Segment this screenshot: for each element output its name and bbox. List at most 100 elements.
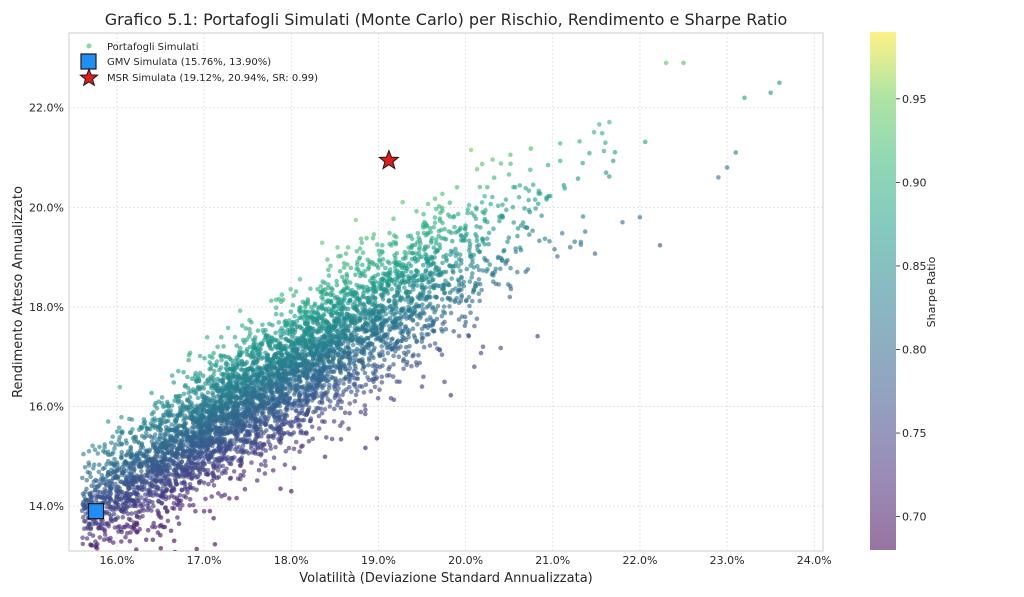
scatter-point [165,408,171,414]
scatter-point [187,482,193,487]
scatter-point [86,460,91,466]
scatter-point [87,521,92,526]
scatter-point [305,380,310,386]
scatter-point [144,479,149,484]
scatter-point [535,333,540,339]
scatter-point [372,362,377,368]
scatter-point [422,324,427,329]
scatter-point [363,445,368,451]
scatter-point [111,450,116,455]
scatter-point [467,279,473,284]
scatter-point [448,248,454,254]
scatter-point [324,435,329,440]
scatter-point [143,492,148,497]
scatter-point [347,365,353,371]
scatter-point [456,333,462,339]
scatter-point [227,438,233,443]
scatter-point [379,380,385,385]
scatter-point [104,520,110,526]
scatter-point [235,476,241,481]
scatter-point [143,537,149,542]
scatter-point [134,547,139,551]
scatter-point [127,503,133,509]
scatter-point [175,515,180,520]
scatter-point [513,246,518,251]
scatter-point [400,334,405,340]
scatter-point [517,245,523,250]
scatter-point [466,294,472,300]
scatter-point [275,422,280,428]
scatter-point [128,444,133,450]
scatter-point [98,481,104,486]
scatter-point [262,458,268,464]
scatter-point [152,432,158,437]
scatter-point [340,420,345,425]
scatter-point [211,483,217,488]
scatter-point [242,486,248,492]
scatter-point [211,372,216,378]
scatter-point [459,274,464,280]
scatter-point [112,446,117,451]
scatter-point [206,481,211,487]
scatter-point [212,456,218,462]
scatter-point [346,426,351,432]
scatter-point [329,374,334,380]
scatter-point [582,229,588,234]
scatter-point [110,434,115,440]
scatter-point [143,448,149,454]
scatter-point [506,235,512,240]
scatter-point [145,488,150,493]
scatter-point [352,381,358,387]
scatter-point [147,498,152,504]
scatter-point [463,319,469,325]
scatter-point [100,466,106,472]
scatter-point [319,410,325,416]
scatter-point [439,297,445,302]
scatter-point [439,326,444,332]
scatter-point [250,450,255,455]
scatter-point [102,487,107,492]
scatter-point [533,206,538,211]
scatter-point [332,406,337,412]
scatter-point [385,350,391,356]
scatter-point [578,239,584,245]
scatter-point [140,514,145,519]
scatter-point [262,363,267,369]
scatter-point [414,268,419,273]
scatter-point [309,424,315,430]
scatter-point [282,462,288,468]
scatter-point [105,419,111,424]
scatter-point [185,443,190,449]
scatter-point [163,424,169,430]
scatter-point [430,328,435,333]
scatter-point [367,307,373,313]
scatter-point [228,475,234,481]
scatter-point [508,265,513,271]
scatter-point [234,445,239,450]
scatter-point [120,501,126,506]
scatter-point [387,364,393,370]
scatter-point [93,477,98,483]
scatter-point [414,302,419,307]
scatter-point [417,360,423,366]
scatter-point [157,476,163,482]
scatter-point [445,295,451,301]
scatter-point [329,436,335,442]
scatter-point [261,409,266,415]
scatter-point [371,376,377,382]
scatter-point [294,335,299,341]
scatter-point [80,475,85,481]
chart-title: Grafico 5.1: Portafogli Simulati (Monte … [105,10,788,29]
scatter-point [137,448,143,453]
scatter-point [337,397,343,402]
scatter-point [496,254,501,260]
scatter-point [478,350,484,356]
scatter-point [266,433,271,439]
scatter-point [607,174,612,179]
scatter-point [491,279,496,285]
scatter-point [296,373,302,379]
scatter-point [343,374,349,380]
scatter-point [116,465,122,471]
scatter-point [85,557,90,562]
scatter-point [143,434,149,439]
